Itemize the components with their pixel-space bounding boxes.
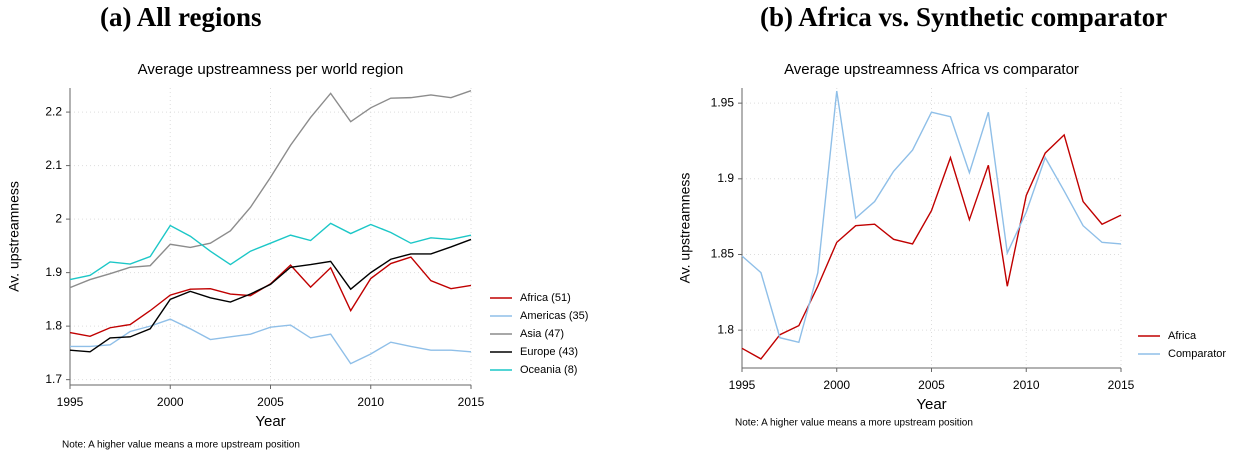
series-line [69,222,472,281]
series-line [70,318,472,365]
note: Note: A higher value means a more upstre… [62,440,300,451]
series-line [69,238,472,353]
x-tick-label: 2000 [157,395,184,409]
x-axis-label: Year [916,396,946,413]
legend-label: Comparator [1168,348,1226,360]
y-tick-label: 1.85 [711,247,735,261]
legend-label: Africa (51) [520,292,571,304]
series-line [741,133,1122,360]
y-tick-label: 1.8 [45,318,62,332]
note: Note: A higher value means a more upstre… [735,418,973,429]
x-axis-label: Year [255,413,285,430]
y-tick-label: 1.9 [45,265,62,279]
legend-label: Europe (43) [520,346,578,358]
y-axis-label: Av. upstreamness [6,181,22,292]
chart-title: Average upstreamness Africa vs comparato… [784,61,1079,78]
y-tick-label: 1.8 [717,322,734,336]
legend-label: Americas (35) [520,310,588,322]
y-axis-label: Av. upstreamness [677,173,693,284]
y-tick-label: 1.9 [717,171,734,185]
x-tick-label: 2015 [458,395,485,409]
legend-label: Africa [1168,330,1197,342]
x-tick-label: 2000 [823,378,850,392]
panel-heading: (a) All regions [100,2,262,32]
y-tick-label: 2.1 [45,158,62,172]
series-line [69,90,472,289]
legend-label: Oceania (8) [520,364,577,376]
x-tick-label: 2005 [257,395,284,409]
x-tick-label: 2010 [1013,378,1040,392]
y-tick-label: 1.7 [45,372,62,386]
x-tick-label: 1995 [57,395,84,409]
y-tick-label: 2.2 [45,104,62,118]
x-tick-label: 2015 [1108,378,1135,392]
panel-heading: (b) Africa vs. Synthetic comparator [760,2,1167,32]
x-tick-label: 1995 [729,378,756,392]
legend-label: Asia (47) [520,328,564,340]
series-line [741,90,1122,344]
chart-title: Average upstreamness per world region [138,61,404,78]
y-tick-label: 2 [55,211,62,225]
y-tick-label: 1.95 [711,95,735,109]
x-tick-label: 2005 [918,378,945,392]
x-tick-label: 2010 [357,395,384,409]
